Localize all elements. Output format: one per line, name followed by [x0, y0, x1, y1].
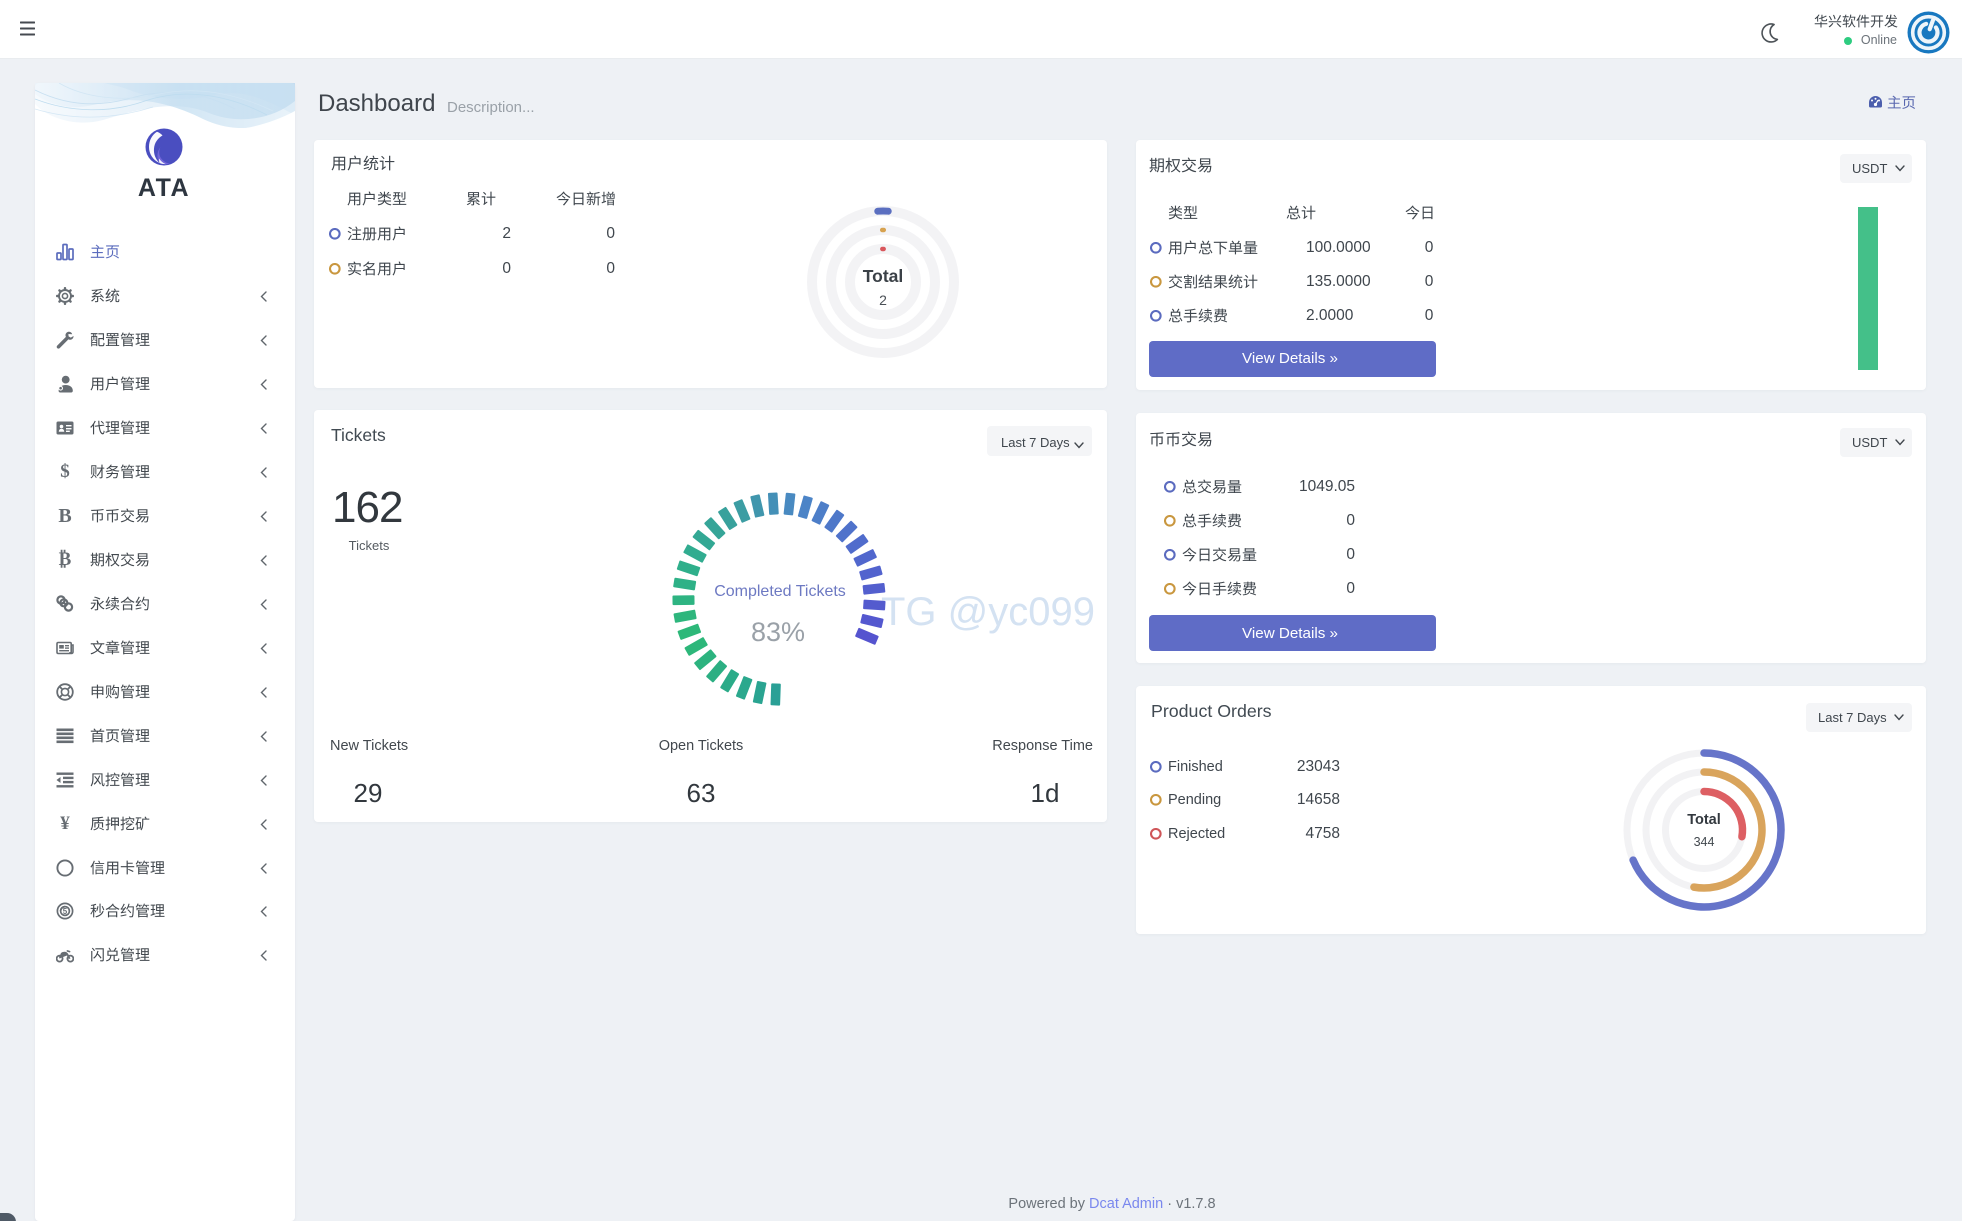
svg-text:5: 5 [63, 907, 68, 916]
